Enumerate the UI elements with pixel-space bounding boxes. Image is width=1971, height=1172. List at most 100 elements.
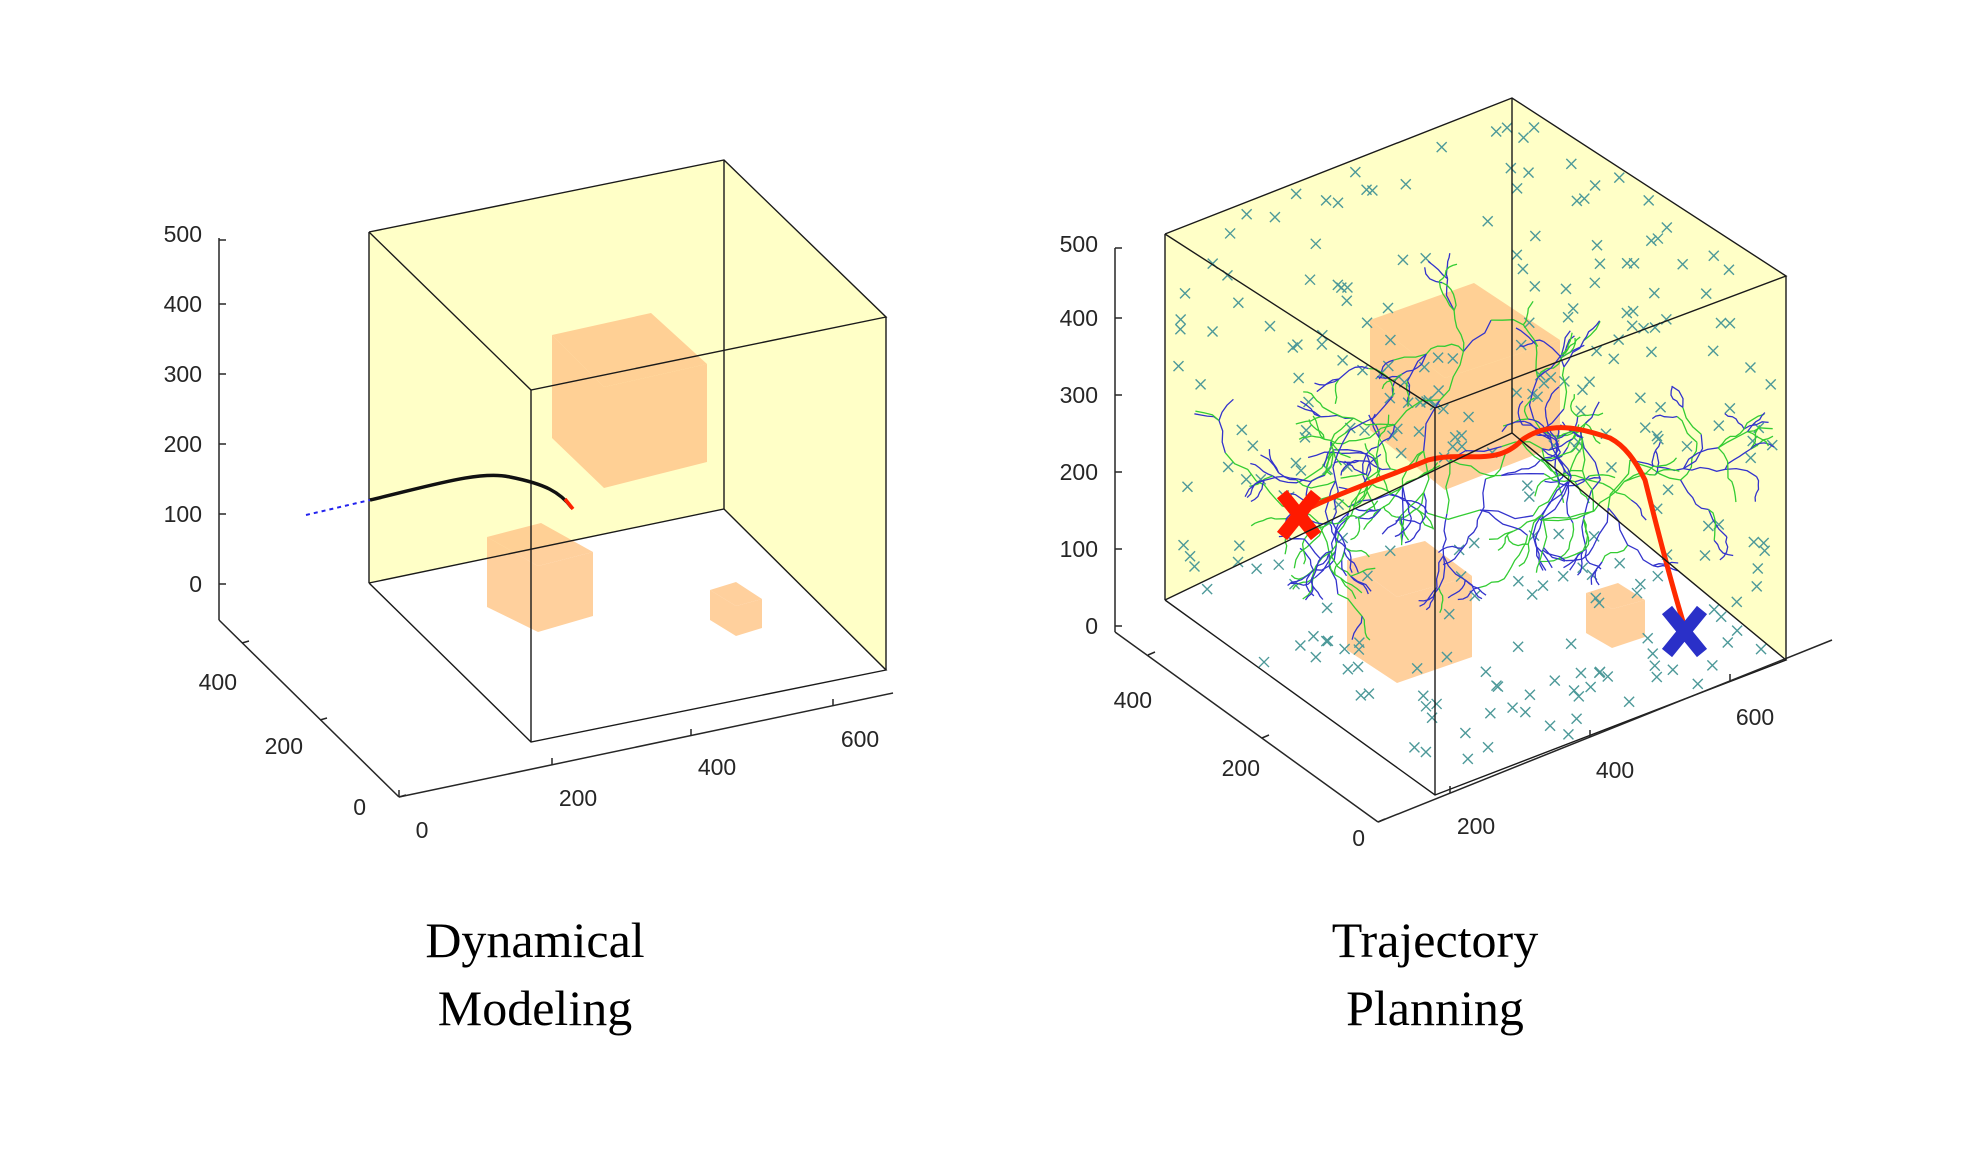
sample-point xyxy=(1655,401,1667,413)
tree-branch xyxy=(1401,485,1405,520)
tree-branch xyxy=(1590,561,1603,585)
sample-point xyxy=(1634,578,1646,590)
sample-point xyxy=(1349,166,1361,178)
sample-point xyxy=(1571,195,1583,207)
caption-line-1: Dynamical xyxy=(425,912,644,968)
x-axis xyxy=(1377,639,1833,823)
sample-point xyxy=(1181,481,1193,493)
tree-branch xyxy=(1671,385,1684,408)
x-tick-label: 600 xyxy=(841,726,879,752)
x-tick-label: 600 xyxy=(1736,704,1774,730)
x-tick-label: 200 xyxy=(559,785,597,811)
sample-point xyxy=(1557,570,1569,582)
tree-branch xyxy=(1340,459,1360,476)
sample-point xyxy=(1745,452,1757,464)
tree-branch xyxy=(1501,472,1545,477)
sample-point xyxy=(1744,361,1756,373)
tree-branch xyxy=(1333,449,1381,471)
trajectory-end xyxy=(563,497,575,511)
tree-branch xyxy=(1544,408,1557,440)
tick-mark xyxy=(398,794,407,798)
tree-branch xyxy=(1394,399,1441,426)
tree-branch xyxy=(1462,519,1479,549)
sample-point xyxy=(1207,326,1219,337)
tree-branch xyxy=(1519,339,1544,347)
sample-point xyxy=(1755,643,1767,655)
tree-branch xyxy=(1303,391,1324,408)
tree-branch xyxy=(1439,351,1465,401)
tree-branch xyxy=(1535,545,1544,571)
tree-branch xyxy=(1445,253,1451,279)
search-tree xyxy=(1194,253,1775,641)
obstacle-medium xyxy=(1347,541,1472,683)
tree-branch xyxy=(1350,575,1372,592)
sample-point xyxy=(1436,141,1448,153)
sample-point xyxy=(1560,283,1572,295)
tree-branch xyxy=(1394,517,1412,538)
sample-point xyxy=(1594,666,1606,678)
sample-point xyxy=(1310,651,1322,663)
tree-branch xyxy=(1364,443,1379,466)
tree-branch xyxy=(1354,485,1368,508)
tree-branch xyxy=(1717,447,1729,479)
sample-point xyxy=(1661,221,1673,233)
tree-branch xyxy=(1405,380,1410,407)
tree-branch xyxy=(1363,509,1380,531)
tree-branch xyxy=(1464,579,1487,596)
tree-branch xyxy=(1623,465,1654,483)
tree-branch xyxy=(1536,546,1553,569)
tree-branch xyxy=(1682,447,1719,469)
tree-branch xyxy=(1340,577,1357,600)
tree-branch xyxy=(1479,572,1509,589)
y-tick-label: 200 xyxy=(1222,755,1260,781)
sample-point xyxy=(1577,562,1589,574)
tree-branch xyxy=(1497,530,1514,551)
tree-branch xyxy=(1683,466,1726,472)
sample-point xyxy=(1645,235,1657,247)
tree-branch xyxy=(1479,509,1528,536)
sample-point xyxy=(1352,661,1364,673)
tree-branch xyxy=(1358,500,1379,519)
tree-branch xyxy=(1314,378,1340,386)
sample-point xyxy=(1724,317,1736,329)
sample-point xyxy=(1247,440,1259,452)
sample-point xyxy=(1384,545,1396,557)
tree-branch xyxy=(1651,414,1678,420)
sample-point xyxy=(1291,339,1303,351)
sample-point xyxy=(1593,597,1605,609)
sample-point xyxy=(1699,550,1711,562)
sample-point xyxy=(1236,424,1248,436)
tree-branch xyxy=(1435,555,1445,588)
tree-branch xyxy=(1601,544,1629,563)
room-box-edges xyxy=(368,159,888,743)
tree-branch xyxy=(1515,327,1537,345)
sample-point xyxy=(1651,430,1663,442)
tree-branch xyxy=(1654,449,1660,476)
tree-branch xyxy=(1331,521,1347,552)
tree-branch xyxy=(1561,366,1568,410)
sample-point xyxy=(1708,250,1720,262)
tree-branch xyxy=(1680,442,1698,481)
sample-point xyxy=(1359,425,1371,437)
tree-branch xyxy=(1682,407,1702,435)
sample-point xyxy=(1307,630,1319,642)
tree-branch xyxy=(1746,412,1766,432)
tree-branch xyxy=(1445,459,1451,514)
sample-point xyxy=(1417,690,1429,702)
sample-point xyxy=(1224,227,1236,239)
tree-branch xyxy=(1542,481,1569,516)
x-tick-label: 0 xyxy=(416,817,429,843)
sample-point xyxy=(1320,635,1332,647)
sample-point xyxy=(1575,667,1587,679)
sample-point xyxy=(1240,473,1252,485)
axes xyxy=(218,238,894,798)
tree-branch xyxy=(1445,278,1455,311)
trajectory-curve xyxy=(369,473,574,510)
sample-point xyxy=(1490,126,1502,138)
sample-point xyxy=(1511,182,1523,194)
sample-point xyxy=(1304,274,1316,286)
sample-point xyxy=(1295,464,1307,476)
sample-point xyxy=(1723,264,1735,276)
sample-point xyxy=(1459,727,1471,739)
sample-point xyxy=(1602,671,1614,682)
